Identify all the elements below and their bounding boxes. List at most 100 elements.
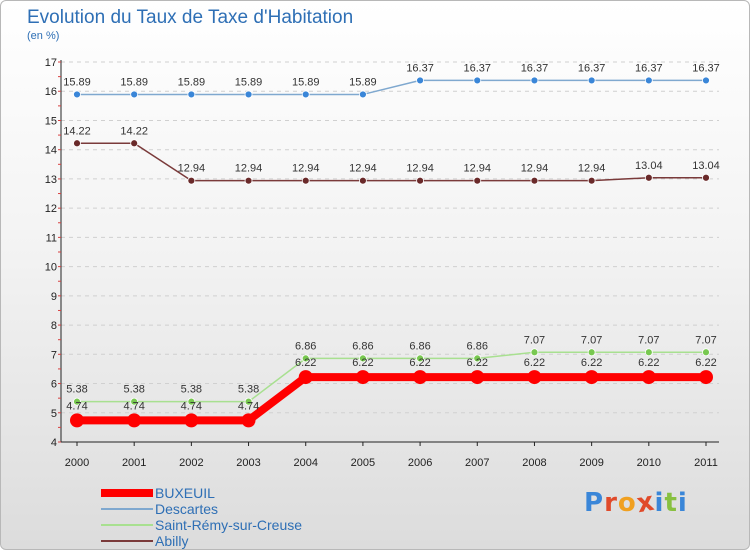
data-label: 15.89 bbox=[292, 76, 320, 88]
data-point bbox=[244, 176, 253, 185]
chart-subtitle: (en %) bbox=[27, 30, 60, 42]
logo-letter: P bbox=[584, 488, 605, 518]
y-tick-label: 5 bbox=[51, 408, 57, 420]
data-point bbox=[130, 139, 139, 148]
logo-letter: t bbox=[664, 488, 678, 518]
legend-swatch bbox=[101, 524, 153, 526]
data-point bbox=[584, 370, 599, 385]
data-point bbox=[241, 413, 256, 428]
data-label: 6.86 bbox=[352, 340, 373, 352]
series-line-saint-r-my-sur-creuse bbox=[77, 351, 706, 403]
data-point bbox=[73, 397, 81, 406]
data-point bbox=[416, 176, 424, 185]
data-label: 16.37 bbox=[692, 62, 720, 74]
data-point bbox=[187, 176, 196, 185]
series-line-abilly bbox=[77, 142, 706, 182]
data-label: 12.94 bbox=[349, 163, 377, 175]
data-point bbox=[641, 370, 656, 385]
data-label: 12.94 bbox=[406, 163, 434, 175]
data-point bbox=[187, 397, 196, 406]
data-point bbox=[301, 354, 310, 363]
data-label: 7.07 bbox=[524, 334, 545, 346]
data-point bbox=[298, 370, 313, 385]
data-label: 15.89 bbox=[178, 76, 206, 88]
label-layer: 4.74 4.74 4.74 4.74 6.22 6.22 6.22 6.22 6.22 6.22… bbox=[63, 62, 720, 412]
data-point bbox=[416, 354, 424, 363]
data-label: 16.37 bbox=[578, 62, 606, 74]
y-tick-label: 7 bbox=[51, 349, 57, 361]
legend-label: Saint-Rémy-sur-Creuse bbox=[155, 517, 303, 533]
y-tick-label: 9 bbox=[51, 291, 57, 303]
data-point bbox=[244, 397, 253, 406]
data-label: 7.07 bbox=[581, 334, 602, 346]
data-label: 15.89 bbox=[63, 76, 91, 88]
data-point bbox=[644, 173, 653, 182]
data-label: 4.74 bbox=[181, 400, 202, 412]
x-tick-label: 2011 bbox=[694, 457, 718, 469]
grid-layer bbox=[61, 61, 719, 443]
logo-letter: o bbox=[617, 488, 637, 518]
y-tick-label: 11 bbox=[46, 232, 57, 244]
data-point bbox=[530, 176, 539, 185]
series-layer bbox=[70, 76, 713, 428]
data-label: 14.22 bbox=[63, 125, 91, 137]
data-point bbox=[527, 370, 542, 385]
series-line-descartes bbox=[77, 79, 706, 96]
data-point bbox=[359, 176, 367, 185]
y-tick-label: 13 bbox=[45, 174, 57, 186]
data-point bbox=[301, 176, 310, 185]
series-line-buxeuil bbox=[77, 373, 706, 425]
y-tick-label: 16 bbox=[45, 86, 57, 98]
data-label: 15.89 bbox=[349, 76, 377, 88]
legend-label: Abilly bbox=[155, 533, 189, 549]
data-point bbox=[473, 176, 482, 185]
x-tick-label: 2009 bbox=[579, 457, 603, 469]
data-point bbox=[184, 413, 199, 428]
data-label: 4.74 bbox=[123, 400, 144, 412]
x-tick-label: 2008 bbox=[522, 457, 546, 469]
data-point bbox=[130, 90, 139, 99]
data-label: 6.86 bbox=[467, 340, 488, 352]
x-tick-label: 2002 bbox=[179, 457, 203, 469]
data-label: 15.89 bbox=[120, 76, 148, 88]
logo-letter: r bbox=[604, 488, 618, 518]
data-point bbox=[73, 139, 81, 148]
axis-layer: 4 5 6 7 8 9 10 11 12 13 14 15 16 17 2000 2001 2002 2003 20… bbox=[45, 57, 719, 469]
data-point bbox=[301, 90, 310, 99]
data-label: 16.37 bbox=[521, 62, 549, 74]
data-point bbox=[130, 397, 139, 406]
data-label: 13.04 bbox=[692, 160, 720, 172]
x-tick-label: 2006 bbox=[408, 457, 432, 469]
data-point bbox=[644, 348, 653, 357]
legend-swatch bbox=[101, 489, 153, 497]
data-label: 5.38 bbox=[238, 384, 259, 396]
data-label: 6.22 bbox=[409, 357, 430, 369]
legend-label: Descartes bbox=[155, 501, 219, 517]
logo-letter: i bbox=[654, 488, 665, 518]
data-label: 4.74 bbox=[66, 400, 87, 412]
data-label: 12.94 bbox=[178, 163, 206, 175]
data-point bbox=[587, 348, 596, 357]
x-tick-label: 2000 bbox=[65, 457, 89, 469]
data-point bbox=[73, 90, 81, 99]
data-point bbox=[587, 76, 596, 85]
y-tick-label: 8 bbox=[51, 320, 57, 332]
data-point bbox=[702, 348, 710, 357]
y-tick-label: 14 bbox=[45, 145, 57, 157]
data-label: 12.94 bbox=[464, 163, 492, 175]
legend-label: BUXEUIL bbox=[155, 485, 215, 501]
x-tick-label: 2010 bbox=[637, 457, 661, 469]
x-tick-label: 2003 bbox=[236, 457, 260, 469]
data-point bbox=[587, 176, 596, 185]
chart-title: Evolution du Taux de Taxe d'Habitation bbox=[27, 7, 354, 28]
legend-swatch bbox=[101, 508, 153, 510]
data-point bbox=[244, 90, 253, 99]
data-label: 6.22 bbox=[352, 357, 373, 369]
data-label: 16.37 bbox=[464, 62, 492, 74]
y-tick-label: 10 bbox=[45, 262, 57, 274]
data-label: 12.94 bbox=[235, 163, 263, 175]
y-tick-label: 17 bbox=[45, 57, 57, 69]
data-label: 6.22 bbox=[295, 357, 316, 369]
data-label: 15.89 bbox=[235, 76, 263, 88]
